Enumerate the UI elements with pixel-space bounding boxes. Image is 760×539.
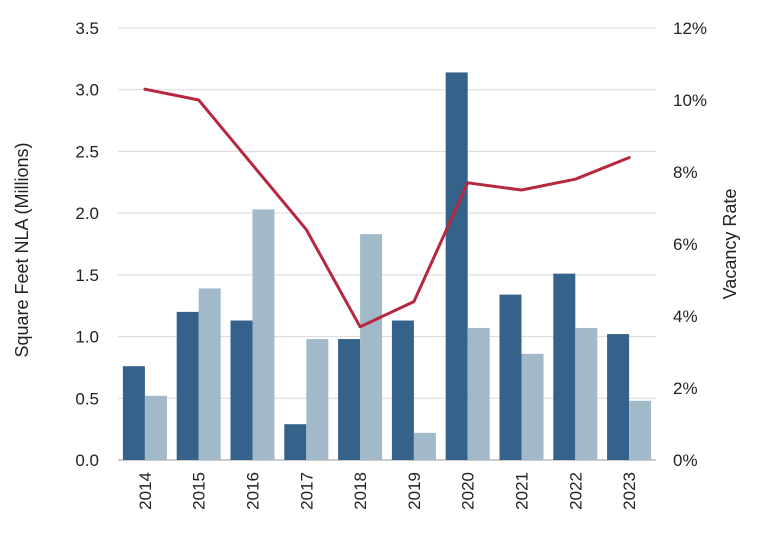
bar-series-1 [122, 366, 145, 460]
bar-series-1 [499, 294, 522, 460]
right-axis-title: Vacancy Rate [720, 189, 740, 300]
x-tick-label: 2018 [351, 472, 370, 510]
x-tick-label: 2022 [566, 472, 585, 510]
left-axis-ticks: 0.0 0.5 1.0 1.5 2.0 2.5 3.0 3.5 [75, 19, 99, 470]
bar-series-2 [306, 339, 329, 460]
right-tick-label: 10% [673, 91, 707, 110]
bar-series-1 [284, 424, 307, 460]
bar-series-2 [629, 400, 652, 460]
bar-series-1 [176, 311, 199, 460]
bar-series-1 [230, 320, 253, 460]
bar-series-2 [467, 327, 490, 460]
right-axis-ticks: 0% 2% 4% 6% 8% 10% 12% [673, 19, 707, 470]
x-tick-label: 2016 [244, 472, 263, 510]
left-tick-label: 0.5 [75, 389, 99, 408]
x-tick-label: 2014 [136, 472, 155, 510]
right-tick-label: 4% [673, 307, 698, 326]
bar-series-1 [553, 273, 576, 460]
bar-series-1 [445, 72, 468, 460]
left-axis-title: Square Feet NLA (Millions) [12, 142, 32, 357]
left-tick-label: 1.0 [75, 328, 99, 347]
right-tick-label: 12% [673, 19, 707, 38]
bar-series-2 [144, 395, 167, 460]
left-tick-label: 3.5 [75, 19, 99, 38]
right-tick-label: 8% [673, 163, 698, 182]
left-tick-label: 3.0 [75, 81, 99, 100]
x-tick-label: 2023 [620, 472, 639, 510]
vacancy-line-layer [143, 87, 631, 329]
x-tick-label: 2017 [297, 472, 316, 510]
left-tick-label: 0.0 [75, 451, 99, 470]
bar-series-1 [391, 320, 414, 460]
bar-series-2 [413, 432, 436, 460]
bars [122, 72, 652, 460]
left-tick-label: 2.0 [75, 204, 99, 223]
left-tick-label: 1.5 [75, 266, 99, 285]
bar-series-1 [338, 339, 361, 460]
x-axis-ticks: 2014 2015 2016 2017 2018 2019 2020 2021 2022 2023 [136, 472, 639, 510]
bar-series-1 [607, 334, 630, 460]
right-tick-label: 6% [673, 235, 698, 254]
bar-series-2 [575, 327, 598, 460]
x-tick-label: 2021 [513, 472, 532, 510]
x-tick-label: 2020 [459, 472, 478, 510]
bar-series-2 [198, 288, 221, 460]
x-tick-label: 2015 [190, 472, 209, 510]
left-tick-label: 2.5 [75, 142, 99, 161]
right-tick-label: 2% [673, 379, 698, 398]
right-tick-label: 0% [673, 451, 698, 470]
bar-series-2 [360, 234, 383, 460]
vacancy-rate-line [143, 87, 631, 329]
x-tick-label: 2019 [405, 472, 424, 510]
bar-series-2 [252, 209, 275, 460]
bar-series-2 [521, 353, 544, 460]
